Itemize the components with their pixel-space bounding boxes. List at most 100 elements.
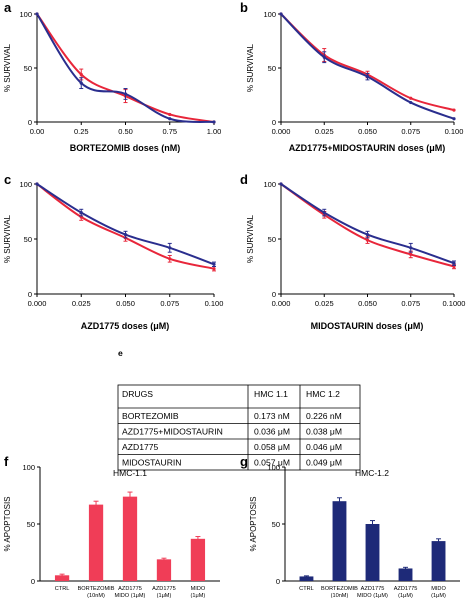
panel-letter: e <box>118 348 123 358</box>
x-tick-label: 0.100 <box>205 299 224 308</box>
category-label: BORTEZOMIB <box>78 586 115 592</box>
category-label: (1μM) <box>157 593 172 599</box>
x-tick-label: 0.000 <box>28 299 47 308</box>
chart-panel-c: c 0.000 0.025 0.050 0.075 0.100 0 50 100 AZD1775 … <box>3 172 223 331</box>
data-point <box>35 12 39 16</box>
bar <box>156 559 172 581</box>
data-point <box>79 72 83 77</box>
data-point <box>168 117 172 121</box>
x-tick-label: 0.100 <box>445 127 464 136</box>
data-point <box>168 246 172 250</box>
chart-title: HMC-1.2 <box>355 468 389 478</box>
chart-panel-b: b 0.000 0.025 0.050 0.075 0.100 0 50 100 AZD1775+… <box>240 0 463 153</box>
x-tick-label: 0.000 <box>272 299 291 308</box>
x-tick-label: 0.050 <box>116 299 135 308</box>
data-point <box>322 211 326 215</box>
x-tick-label: 0.50 <box>118 127 133 136</box>
x-tick-label: 0.75 <box>162 127 177 136</box>
y-axis-label: % SURVIVAL <box>3 214 12 263</box>
panel-letter: c <box>4 172 11 187</box>
category-label: AZD1775 <box>361 586 385 592</box>
category-label: CTRL <box>55 586 70 592</box>
category-label: AZD1775 <box>118 586 142 592</box>
y-tick-label: 50 <box>24 235 32 244</box>
category-label: BORTEZOMIB <box>321 586 358 592</box>
category-label: (10nM) <box>331 593 349 599</box>
series-line-red <box>36 13 215 123</box>
x-tick-label: 0.050 <box>358 299 377 308</box>
x-tick-label: 0.075 <box>401 299 420 308</box>
data-point <box>365 75 370 79</box>
y-tick-label: 0 <box>272 118 276 127</box>
series-line-blue <box>280 183 455 265</box>
category-label: (10nM) <box>87 593 105 599</box>
table-cell: 0.057 μM <box>254 458 290 468</box>
category-label: (1μM) <box>398 593 413 599</box>
y-tick-label: 0 <box>28 290 32 299</box>
data-point <box>452 261 456 265</box>
x-tick-label: 0.25 <box>74 127 89 136</box>
x-tick-label: 0.00 <box>30 127 45 136</box>
x-axis-label: AZD1775+MIDOSTAURIN doses (μM) <box>289 143 446 153</box>
x-axis-label: AZD1775 doses (μM) <box>81 321 170 331</box>
category-label: MIDO (1μM) <box>115 593 146 599</box>
y-tick-label: 50 <box>268 64 276 73</box>
data-point <box>35 182 39 186</box>
x-tick-label: 0.075 <box>401 127 420 136</box>
x-tick-label: 0.025 <box>315 127 334 136</box>
y-tick-label: 100 <box>263 10 276 19</box>
data-point <box>168 112 172 117</box>
x-tick-label: 0.1000 <box>443 299 466 308</box>
chart-panel-d: d 0.000 0.025 0.050 0.075 0.1000 0 50 100 MIDOSTA… <box>240 172 465 331</box>
category-label: (1μM) <box>431 593 446 599</box>
bar <box>122 496 138 581</box>
y-tick-label: 50 <box>24 64 32 73</box>
bar <box>332 501 347 581</box>
data-point <box>409 96 413 100</box>
x-tick-label: 0.000 <box>272 127 291 136</box>
series-line-blue <box>36 13 215 123</box>
bar <box>190 538 206 581</box>
y-tick-label: 100 <box>19 10 32 19</box>
data-point <box>452 108 456 112</box>
data-point <box>212 267 216 271</box>
x-tick-label: 0.025 <box>315 299 334 308</box>
table-border <box>117 384 361 471</box>
x-axis-label: MIDOSTAURIN doses (μM) <box>311 321 424 331</box>
chart-panel-a: a 0.00 0.25 0.50 0.75 1.00 0 50 100 BORTEZOMIB do… <box>3 0 221 153</box>
table-cell: BORTEZOMIB <box>122 411 179 421</box>
data-point <box>365 233 370 237</box>
y-tick-label: 100 <box>22 463 35 472</box>
data-point <box>123 92 128 96</box>
panel-letter: a <box>4 0 12 15</box>
y-tick-label: 0 <box>272 290 276 299</box>
data-point <box>279 12 283 16</box>
panel-letter: g <box>240 454 248 469</box>
y-axis-label: % SURVIVAL <box>246 214 255 263</box>
data-point <box>212 262 216 266</box>
panel-letter: d <box>240 172 248 187</box>
table-cell: 0.046 μM <box>306 442 342 452</box>
x-tick-label: 0.050 <box>358 127 377 136</box>
category-label: MIDO <box>191 586 206 592</box>
table-cell: 0.226 nM <box>306 411 342 421</box>
table-cell: AZD1775 <box>122 442 159 452</box>
table-header: HMC 1.1 <box>254 389 288 399</box>
data-point <box>79 81 83 85</box>
data-point <box>79 211 83 215</box>
table-cell: 0.173 nM <box>254 411 290 421</box>
bar <box>299 576 314 581</box>
category-label: CTRL <box>299 586 314 592</box>
x-tick-label: 0.075 <box>160 299 179 308</box>
table-cell: 0.036 μM <box>254 427 290 437</box>
category-label: AZD1775 <box>152 586 176 592</box>
series-line-red <box>36 183 215 270</box>
y-tick-label: 50 <box>272 520 280 529</box>
y-tick-label: 100 <box>19 180 32 189</box>
bar <box>431 541 446 581</box>
bar <box>365 524 380 581</box>
data-point <box>123 233 128 237</box>
